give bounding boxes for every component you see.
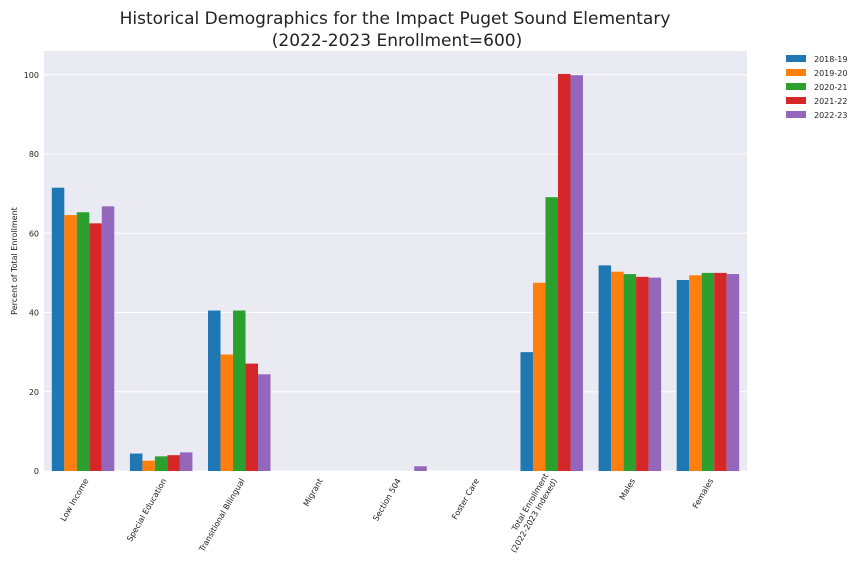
y-tick-label: 20 [29, 388, 39, 397]
bar [570, 75, 583, 472]
legend-swatch [786, 111, 806, 118]
bar [233, 310, 246, 471]
bar [167, 455, 180, 471]
legend-swatch [786, 97, 806, 104]
legend-label: 2020-21 [814, 83, 847, 92]
x-tick-label: Low Income [59, 477, 91, 523]
y-axis-ticks: 0 20 40 60 80 100 [24, 71, 39, 476]
bar [154, 456, 168, 471]
bar [714, 272, 727, 471]
bar [89, 223, 102, 471]
bar [520, 352, 533, 471]
y-tick-label: 40 [29, 309, 39, 318]
legend[interactable]: 2018-19 2019-20 2020-21 2021-22 2022-23 [786, 55, 847, 120]
x-axis-ticks: Low Income Special Education Transitional … [59, 472, 715, 554]
legend-label: 2019-20 [814, 69, 847, 78]
bar [648, 277, 662, 471]
bar [636, 276, 649, 471]
x-tick-label: Foster Care [450, 477, 481, 521]
bar [76, 212, 90, 471]
bar [142, 460, 155, 471]
y-tick-label: 0 [34, 467, 39, 476]
x-tick-label: Transitional Bilingual [197, 477, 247, 554]
y-axis-label: Percent of Total Enrollment [10, 207, 19, 315]
legend-label: 2018-19 [814, 55, 847, 64]
x-tick-label: Females [691, 477, 715, 510]
bar [623, 274, 637, 471]
x-tick-label: Males [618, 477, 637, 502]
bar [64, 215, 77, 471]
y-tick-label: 60 [29, 229, 39, 238]
x-tick-label: Total Enrollment(2022-2023 Indexed) [500, 472, 559, 554]
bar [689, 275, 702, 471]
bar [414, 466, 427, 471]
bar [598, 265, 612, 471]
bar [220, 354, 234, 471]
legend-swatch [786, 55, 806, 62]
bar [208, 310, 221, 471]
x-tick-label: Migrant [302, 477, 325, 508]
legend-swatch [786, 83, 806, 90]
bar [258, 374, 271, 471]
bar [611, 271, 624, 471]
y-tick-label: 100 [24, 71, 39, 80]
bar [557, 73, 571, 471]
legend-item[interactable]: 2022-23 [786, 111, 847, 120]
legend-item[interactable]: 2019-20 [786, 69, 847, 78]
y-tick-label: 80 [29, 150, 39, 159]
bar [676, 280, 690, 471]
legend-swatch [786, 69, 806, 76]
legend-item[interactable]: 2021-22 [786, 97, 847, 106]
bar [179, 452, 193, 471]
bar [532, 282, 546, 471]
legend-item[interactable]: 2020-21 [786, 83, 847, 92]
chart-subtitle: (2022-2023 Enrollment=600) [272, 31, 522, 51]
bars [51, 73, 740, 472]
legend-label: 2022-23 [814, 111, 847, 120]
x-tick-label: Section 504 [371, 477, 403, 523]
bar [51, 187, 65, 471]
bar [101, 206, 115, 471]
chart-title: Historical Demographics for the Impact P… [120, 9, 671, 29]
bar [701, 272, 715, 471]
legend-label: 2021-22 [814, 97, 847, 106]
bar [545, 197, 558, 471]
x-tick-label: Special Education [125, 477, 168, 543]
bar [245, 363, 259, 471]
bar [129, 453, 143, 471]
legend-item[interactable]: 2018-19 [786, 55, 847, 64]
bar [726, 274, 740, 471]
